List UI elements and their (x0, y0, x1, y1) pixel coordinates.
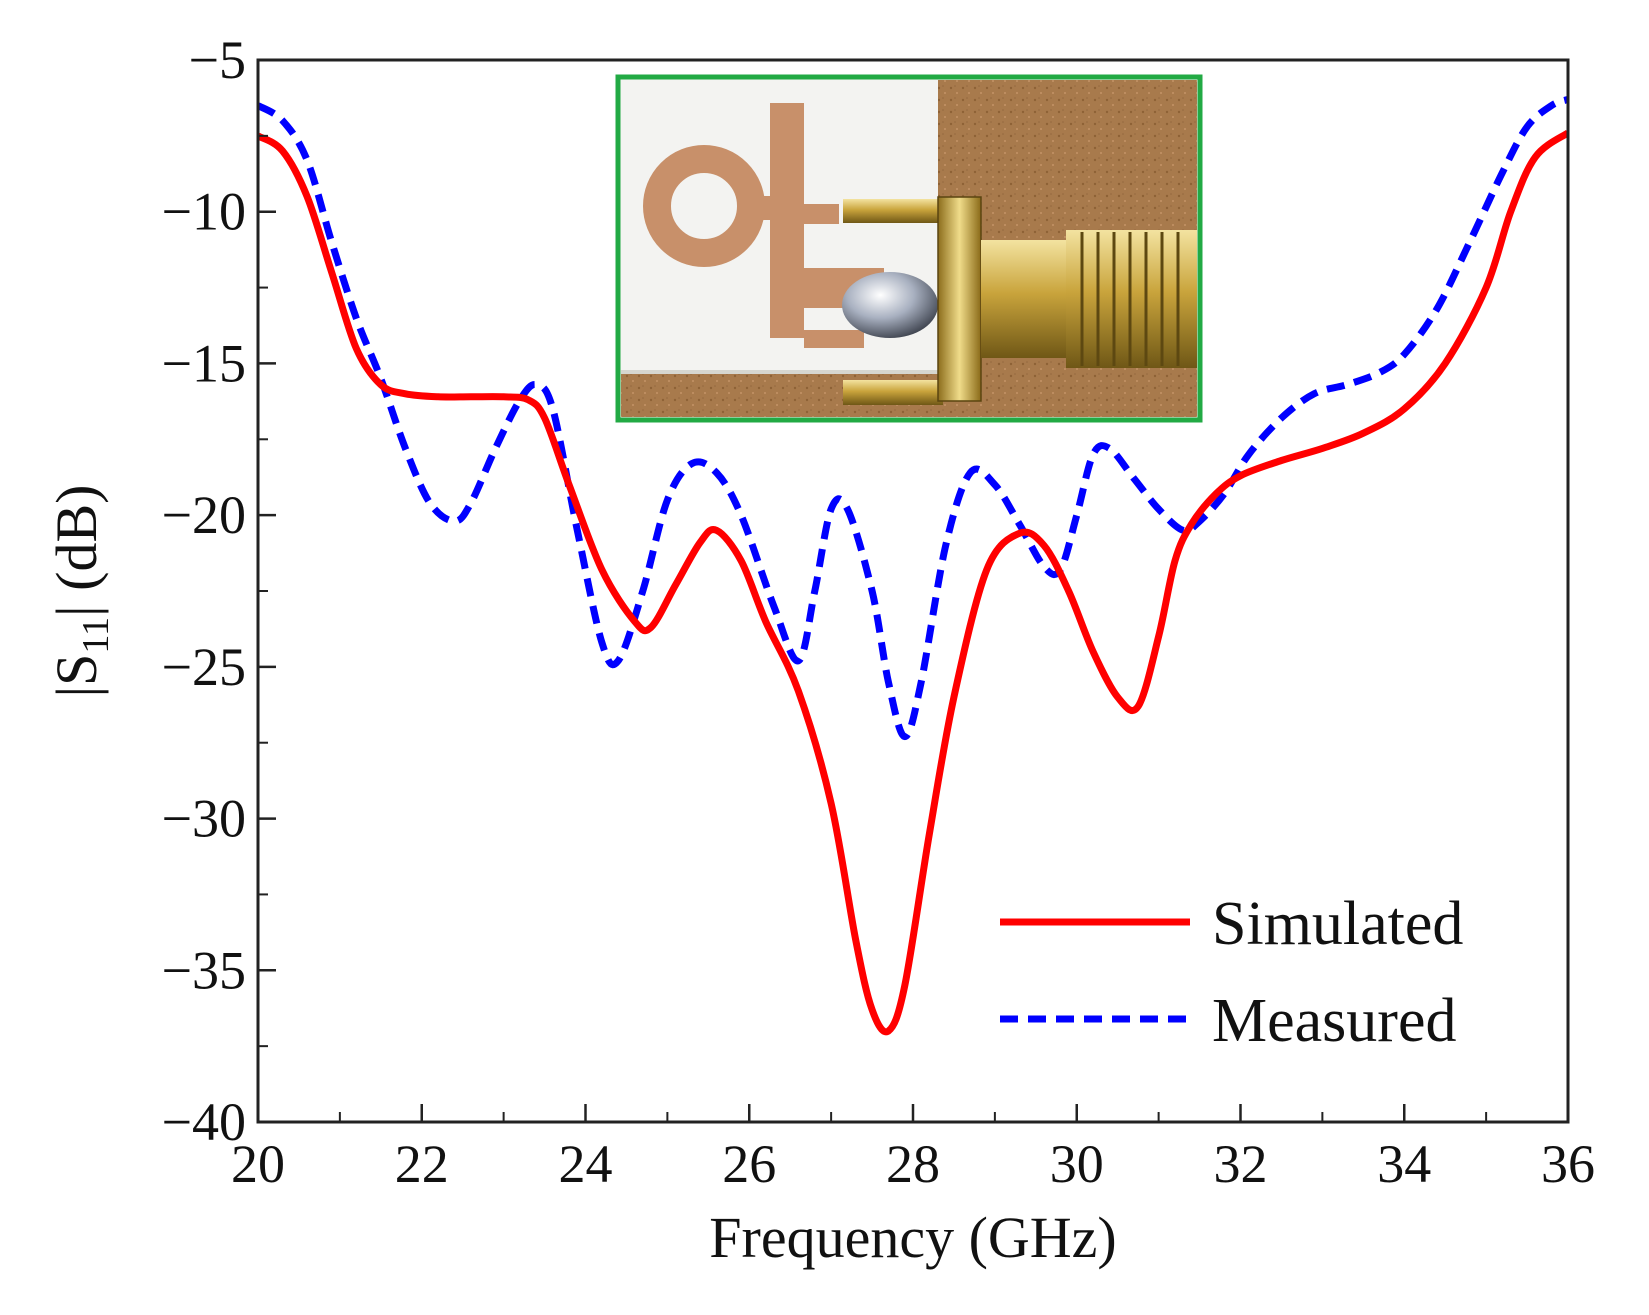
connector-body (981, 240, 1066, 358)
y-axis-title-subscript: 11 (75, 617, 117, 654)
ticks-layer: 20 22 24 26 28 30 32 34 36 −5 −10 −15 −20 −25 −30 −35 −4… (162, 30, 1595, 1194)
x-tick-label: 34 (1377, 1134, 1431, 1194)
connector-flange (937, 196, 982, 402)
x-axis-title: Frequency (GHz) (709, 1205, 1116, 1270)
connector-thread-lines (1080, 232, 1180, 366)
y-tick-label: −35 (162, 940, 246, 1000)
x-tick-label: 36 (1541, 1134, 1595, 1194)
series-layer (258, 96, 1568, 1036)
antenna-ring-connector (740, 196, 780, 220)
antenna-prototype-photo (615, 74, 1203, 423)
x-tick-label: 32 (1214, 1134, 1268, 1194)
y-tick-label: −15 (162, 333, 246, 393)
photo-substrate-edge (621, 370, 941, 374)
solder-joint (842, 272, 938, 338)
svg-text:|S11| (dB): |S11| (dB) (44, 485, 117, 698)
antenna-vertical-stub (770, 103, 804, 338)
antenna-feed-lower (804, 330, 864, 348)
series-line-simulated (258, 129, 1568, 1036)
x-tick-label: 28 (886, 1134, 940, 1194)
legend: Simulated Measured (1000, 890, 1463, 1055)
y-tick-label: −40 (162, 1092, 246, 1152)
y-tick-label: −20 (162, 485, 246, 545)
x-tick-label: 24 (559, 1134, 613, 1194)
y-tick-label: −5 (189, 30, 246, 90)
connector-bottom-pin (843, 380, 943, 405)
connector-top-pin (843, 199, 943, 223)
x-tick-label: 22 (395, 1134, 449, 1194)
y-axis-title-prefix: |S (44, 654, 109, 698)
x-tick-label: 20 (231, 1134, 285, 1194)
legend-label-simulated: Simulated (1212, 890, 1463, 958)
x-tick-label: 26 (722, 1134, 776, 1194)
antenna-foot-upper (804, 204, 839, 224)
y-axis-title-suffix: | (dB) (44, 485, 109, 617)
y-tick-label: −25 (162, 637, 246, 697)
y-tick-label: −10 (162, 182, 246, 242)
x-tick-label: 30 (1050, 1134, 1104, 1194)
y-tick-label: −30 (162, 789, 246, 849)
series-line-measured (258, 96, 1568, 741)
y-axis-title: |S11| (dB) (44, 485, 117, 698)
legend-label-measured: Measured (1212, 987, 1456, 1055)
